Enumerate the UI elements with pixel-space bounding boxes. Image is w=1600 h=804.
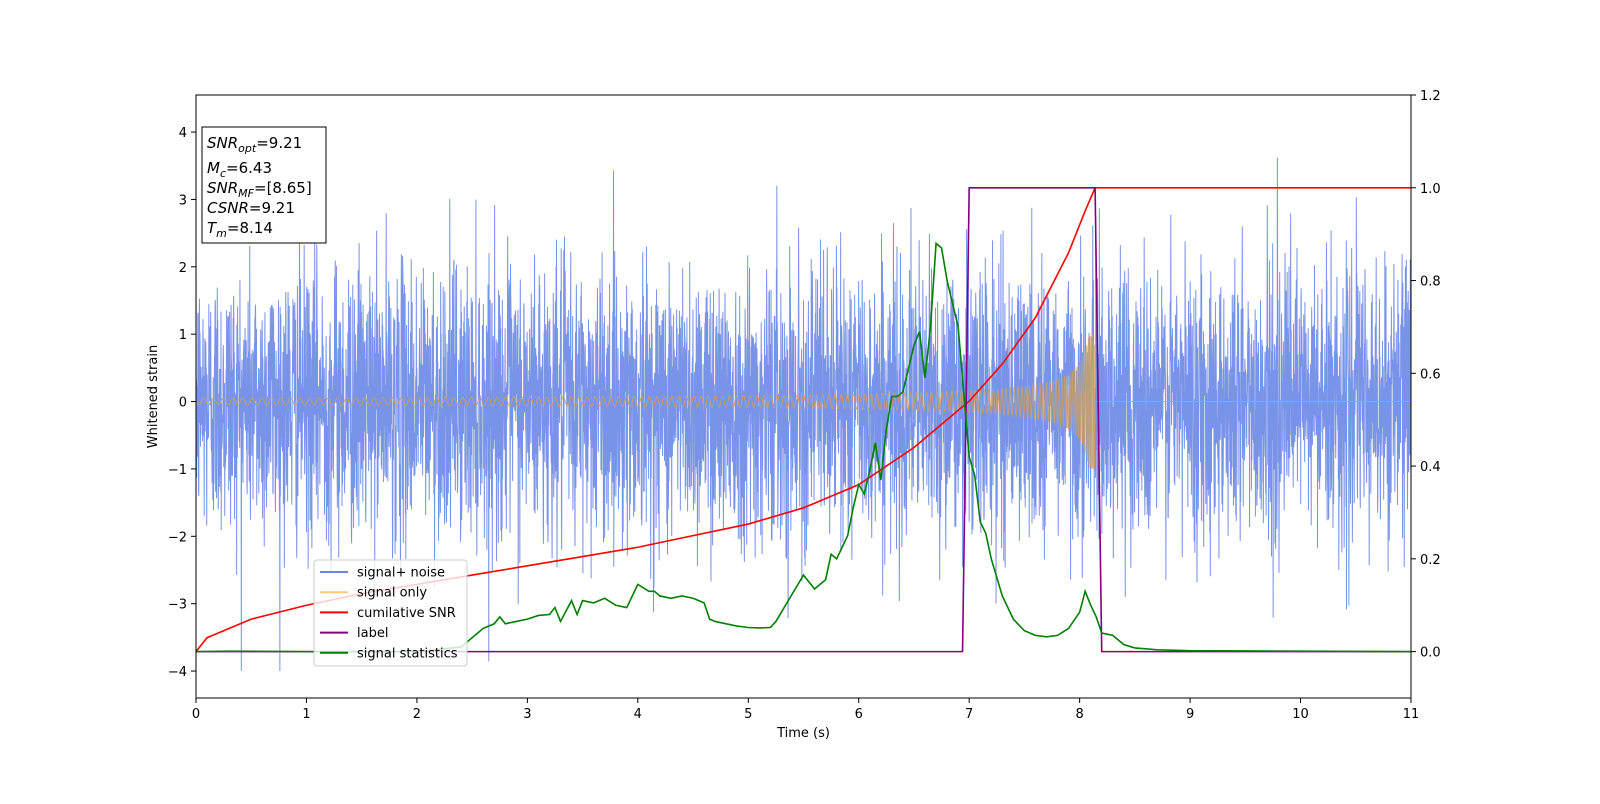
- signal-noise-series: [195, 157, 1412, 672]
- y-tick-label: 1: [179, 328, 187, 343]
- legend-label: signal+ noise: [357, 566, 445, 581]
- x-tick-label: 8: [1075, 707, 1083, 722]
- y2-tick-label: 0.8: [1420, 275, 1441, 290]
- x-tick-label: 4: [634, 707, 642, 722]
- info-tm-value: =8.14: [227, 219, 273, 237]
- x-tick-label: 6: [855, 707, 863, 722]
- info-box-frame: [201, 126, 327, 244]
- info-tm-base: T: [207, 219, 218, 237]
- y-tick-label: −1: [168, 463, 187, 478]
- info-tm-sub: m: [216, 227, 227, 240]
- y2-tick-label: 0.6: [1420, 367, 1441, 382]
- info-snr-mf-base: SNR: [207, 179, 238, 197]
- legend-label: signal statistics: [357, 646, 458, 661]
- legend-entry: signal only: [320, 586, 427, 601]
- y2-tick-label: 0.2: [1420, 553, 1441, 568]
- info-mc-sub: c: [220, 167, 226, 180]
- y-tick-label: −3: [168, 598, 187, 613]
- info-snr-mf-sub: MF: [238, 187, 254, 200]
- legend: signal+ noise signal only cumilative SNR la…: [313, 559, 468, 667]
- info-snr-opt-value: =9.21: [256, 134, 302, 152]
- info-snr-mf-value: =[8.65]: [254, 179, 312, 197]
- info-box: SNRopt=9.21 Mc=6.43 SNRMF=[8.65] CSNR=9.…: [201, 126, 327, 244]
- info-snr-mf: SNRMF=[8.65]: [207, 179, 312, 200]
- legend-entry: signal statistics: [320, 646, 458, 661]
- x-tick-label: 11: [1403, 707, 1420, 722]
- x-tick-label: 5: [744, 707, 752, 722]
- legend-entry: label: [320, 626, 388, 641]
- x-tick-label: 3: [523, 707, 531, 722]
- x-tick-label: 9: [1186, 707, 1194, 722]
- x-axis: 0 1 2 3 4 5 6 7 8 9 10 11: [192, 698, 1419, 722]
- signal-only-series: [195, 334, 1411, 469]
- y-tick-label: 2: [179, 261, 187, 276]
- x-tick-label: 2: [413, 707, 421, 722]
- y2-tick-label: 1.2: [1420, 89, 1441, 104]
- y2-tick-label: 1.0: [1420, 182, 1441, 197]
- x-axis-label: Time (s): [776, 726, 830, 741]
- info-snr-opt-base: SNR: [207, 134, 238, 152]
- y-tick-label: 0: [179, 396, 187, 411]
- info-mc-value: =6.43: [226, 159, 272, 177]
- x-tick-label: 1: [302, 707, 310, 722]
- info-mc-base: M: [207, 159, 220, 177]
- legend-entry: cumilative SNR: [320, 606, 456, 621]
- label-line: [196, 186, 1411, 653]
- y-tick-label: 4: [179, 126, 187, 141]
- legend-label: signal only: [357, 586, 427, 601]
- info-mc: Mc=6.43: [207, 159, 272, 180]
- legend-label: label: [357, 626, 388, 641]
- y-axis-left: −4 −3 −2 −1 0 1 2 3 4: [168, 126, 196, 680]
- y-axis-label: Whitened strain: [146, 345, 161, 448]
- y-tick-label: −4: [168, 665, 187, 680]
- legend-label: cumilative SNR: [357, 606, 456, 621]
- signal-only-path: [195, 334, 1411, 469]
- y2-tick-label: 0.4: [1420, 460, 1441, 475]
- x-tick-label: 0: [192, 707, 200, 722]
- y2-tick-label: 0.0: [1420, 646, 1441, 661]
- x-tick-label: 10: [1292, 707, 1309, 722]
- y-tick-label: −2: [168, 530, 187, 545]
- legend-frame: [313, 559, 468, 667]
- info-csnr-base: CSNR: [207, 199, 249, 217]
- y-tick-label: 3: [179, 193, 187, 208]
- plot-frame: [195, 94, 1412, 699]
- info-snr-opt-sub: opt: [238, 142, 257, 155]
- legend-entry: signal+ noise: [320, 566, 445, 581]
- info-csnr-value: =9.21: [249, 199, 295, 217]
- signal-noise-path: [195, 157, 1412, 672]
- info-snr-opt: SNRopt=9.21: [207, 134, 302, 155]
- info-tm: Tm=8.14: [207, 219, 273, 240]
- signal-statistics-line: [195, 241, 1412, 653]
- y-axis-right: 0.0 0.2 0.4 0.6 0.8 1.0 1.2: [1411, 89, 1441, 661]
- x-tick-label: 7: [965, 707, 973, 722]
- info-csnr: CSNR=9.21: [207, 199, 295, 217]
